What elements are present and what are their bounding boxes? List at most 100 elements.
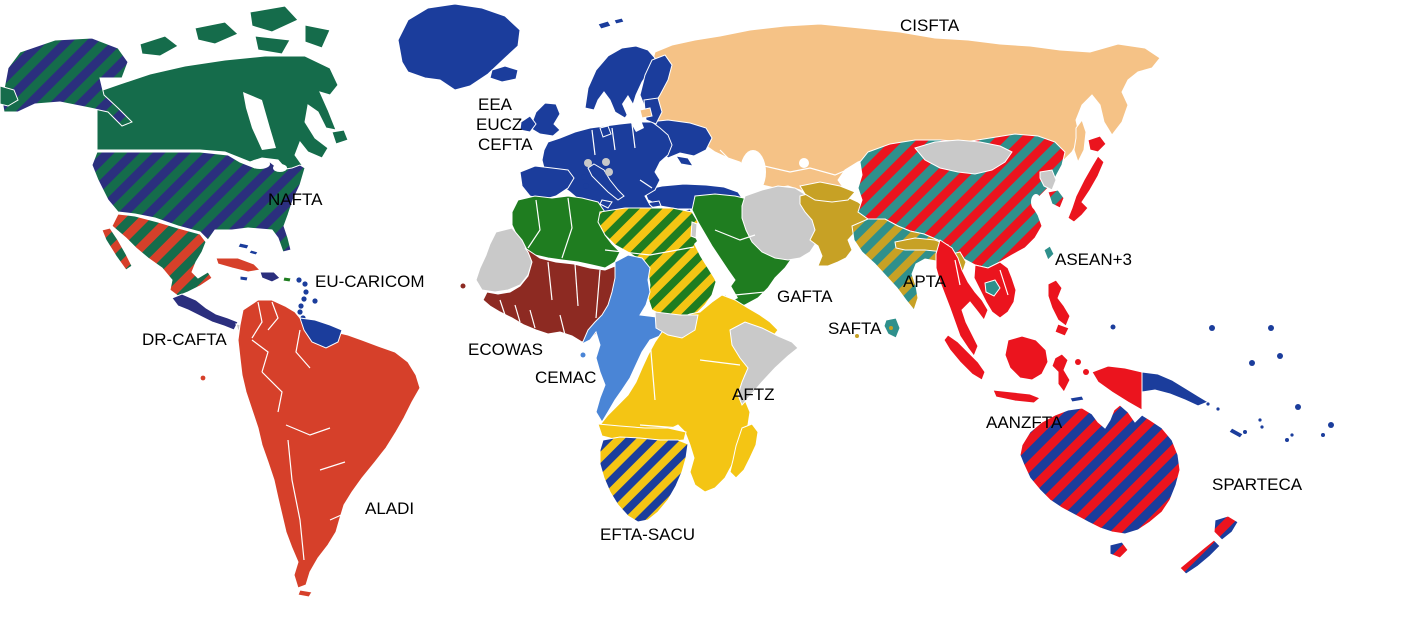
region-taiwan <box>1043 245 1055 261</box>
region-greenland <box>397 3 521 91</box>
region-chad-cemac <box>581 254 673 423</box>
label-gafta: GAFTA <box>777 287 833 306</box>
region-iberia <box>519 165 575 201</box>
region-arctic-island-4 <box>254 35 291 55</box>
region-denmark <box>599 125 612 138</box>
region-comoros <box>718 428 722 432</box>
region-moluccas-1 <box>1075 359 1081 365</box>
region-group-africa <box>460 193 799 523</box>
region-borneo <box>1004 335 1049 381</box>
region-guyanas <box>299 317 343 349</box>
caspian-sea <box>740 150 766 194</box>
label-cisfta: CISFTA <box>900 16 960 35</box>
region-jamaica <box>239 275 249 282</box>
region-moluccas-2 <box>1083 369 1089 375</box>
region-japan-hokkaido <box>1087 135 1107 153</box>
region-java <box>992 389 1041 404</box>
region-tierra-del-fuego <box>297 589 313 598</box>
label-asean3: ASEAN+3 <box>1055 250 1132 269</box>
label-cefta: CEFTA <box>478 135 533 154</box>
region-somalia <box>729 321 799 406</box>
region-svalbard-2 <box>613 17 625 25</box>
label-ecowas: ECOWAS <box>468 340 543 359</box>
region-group-asia <box>741 118 1116 404</box>
region-iceland <box>489 65 519 83</box>
yellow-sea <box>1031 194 1041 210</box>
region-west-africa-ecowas <box>482 247 623 343</box>
region-alaska-nafta <box>1 37 133 127</box>
map-labels: CISFTA EEA EUCZ CEFTA NAFTA EU-CARICOM D… <box>142 16 1303 544</box>
region-newfoundland <box>331 129 349 145</box>
region-sao-tome <box>580 352 586 358</box>
region-tasmania <box>1109 541 1129 559</box>
label-efta-sacu: EFTA-SACU <box>600 525 695 544</box>
region-bahamas <box>237 242 250 250</box>
region-australia-aanzfta <box>1019 404 1181 535</box>
region-crimea <box>674 155 695 167</box>
region-madagascar <box>729 423 759 479</box>
label-aanzfta: AANZFTA <box>986 413 1063 432</box>
region-group-oceania <box>1019 325 1334 575</box>
label-nafta: NAFTA <box>268 190 323 209</box>
region-south-korea-apta <box>1047 189 1065 209</box>
region-west-edge-islet <box>0 85 19 107</box>
aral-sea <box>799 158 809 168</box>
region-maldives <box>855 334 859 338</box>
label-apta: APTA <box>903 272 947 291</box>
region-sri-lanka-dot <box>889 326 893 330</box>
baltic-sea <box>622 95 644 132</box>
region-central-asia-gold <box>799 181 856 203</box>
region-galapagos <box>200 375 206 381</box>
region-mindanao <box>1054 323 1070 337</box>
region-central-america-drcafta <box>171 293 239 331</box>
region-uk <box>529 102 561 137</box>
great-lakes-2 <box>273 164 287 172</box>
region-palau <box>1110 324 1116 330</box>
region-group-north-america <box>0 5 349 335</box>
region-israel <box>690 221 698 239</box>
region-svalbard-1 <box>597 20 612 30</box>
label-eucz: EUCZ <box>476 115 522 134</box>
region-cuba <box>215 257 262 273</box>
label-dr-cafta: DR-CAFTA <box>142 330 227 349</box>
label-cemac: CEMAC <box>535 368 596 387</box>
region-southern-africa-sacu <box>599 436 689 523</box>
region-afghan-pakistan <box>799 191 873 267</box>
region-baja-california <box>101 227 133 271</box>
region-baffin <box>304 24 331 49</box>
region-group-south-america <box>200 299 421 598</box>
region-new-guinea-west <box>1091 365 1143 411</box>
region-hispaniola-drcafta <box>259 271 281 283</box>
region-sakhalin-cis <box>1073 118 1087 164</box>
label-eea: EEA <box>478 95 513 114</box>
region-cape-verde <box>460 283 466 289</box>
country-borders <box>251 123 1009 561</box>
region-sulawesi <box>1051 353 1071 393</box>
region-sardinia <box>583 183 589 189</box>
region-new-caledonia <box>1228 427 1244 439</box>
label-safta: SAFTA <box>828 319 882 338</box>
region-cefta-dot-2 <box>602 158 610 166</box>
hudson-bay <box>243 92 276 150</box>
label-aladi: ALADI <box>365 499 414 518</box>
region-japan-honshu <box>1067 155 1105 223</box>
region-myanmar-thailand-asean <box>935 239 989 358</box>
region-philippines <box>1047 279 1071 327</box>
region-mauritania-wsahara <box>475 227 533 293</box>
region-sumatra <box>943 334 986 381</box>
region-north-korea <box>1039 169 1057 191</box>
region-cefta-dot-3 <box>605 168 613 176</box>
region-puerto-rico <box>282 276 292 283</box>
region-south-sudan <box>654 311 699 339</box>
region-laos-teal <box>984 279 1001 297</box>
region-nz-south <box>1179 539 1221 575</box>
label-aftz: AFTZ <box>732 385 775 404</box>
region-italy <box>587 163 625 201</box>
region-mexico-nafta <box>111 213 213 297</box>
region-arctic-island-2 <box>194 21 239 45</box>
region-sicily <box>599 199 613 209</box>
label-eu-caricom: EU-CARICOM <box>315 272 425 291</box>
great-lakes-1 <box>250 159 270 169</box>
